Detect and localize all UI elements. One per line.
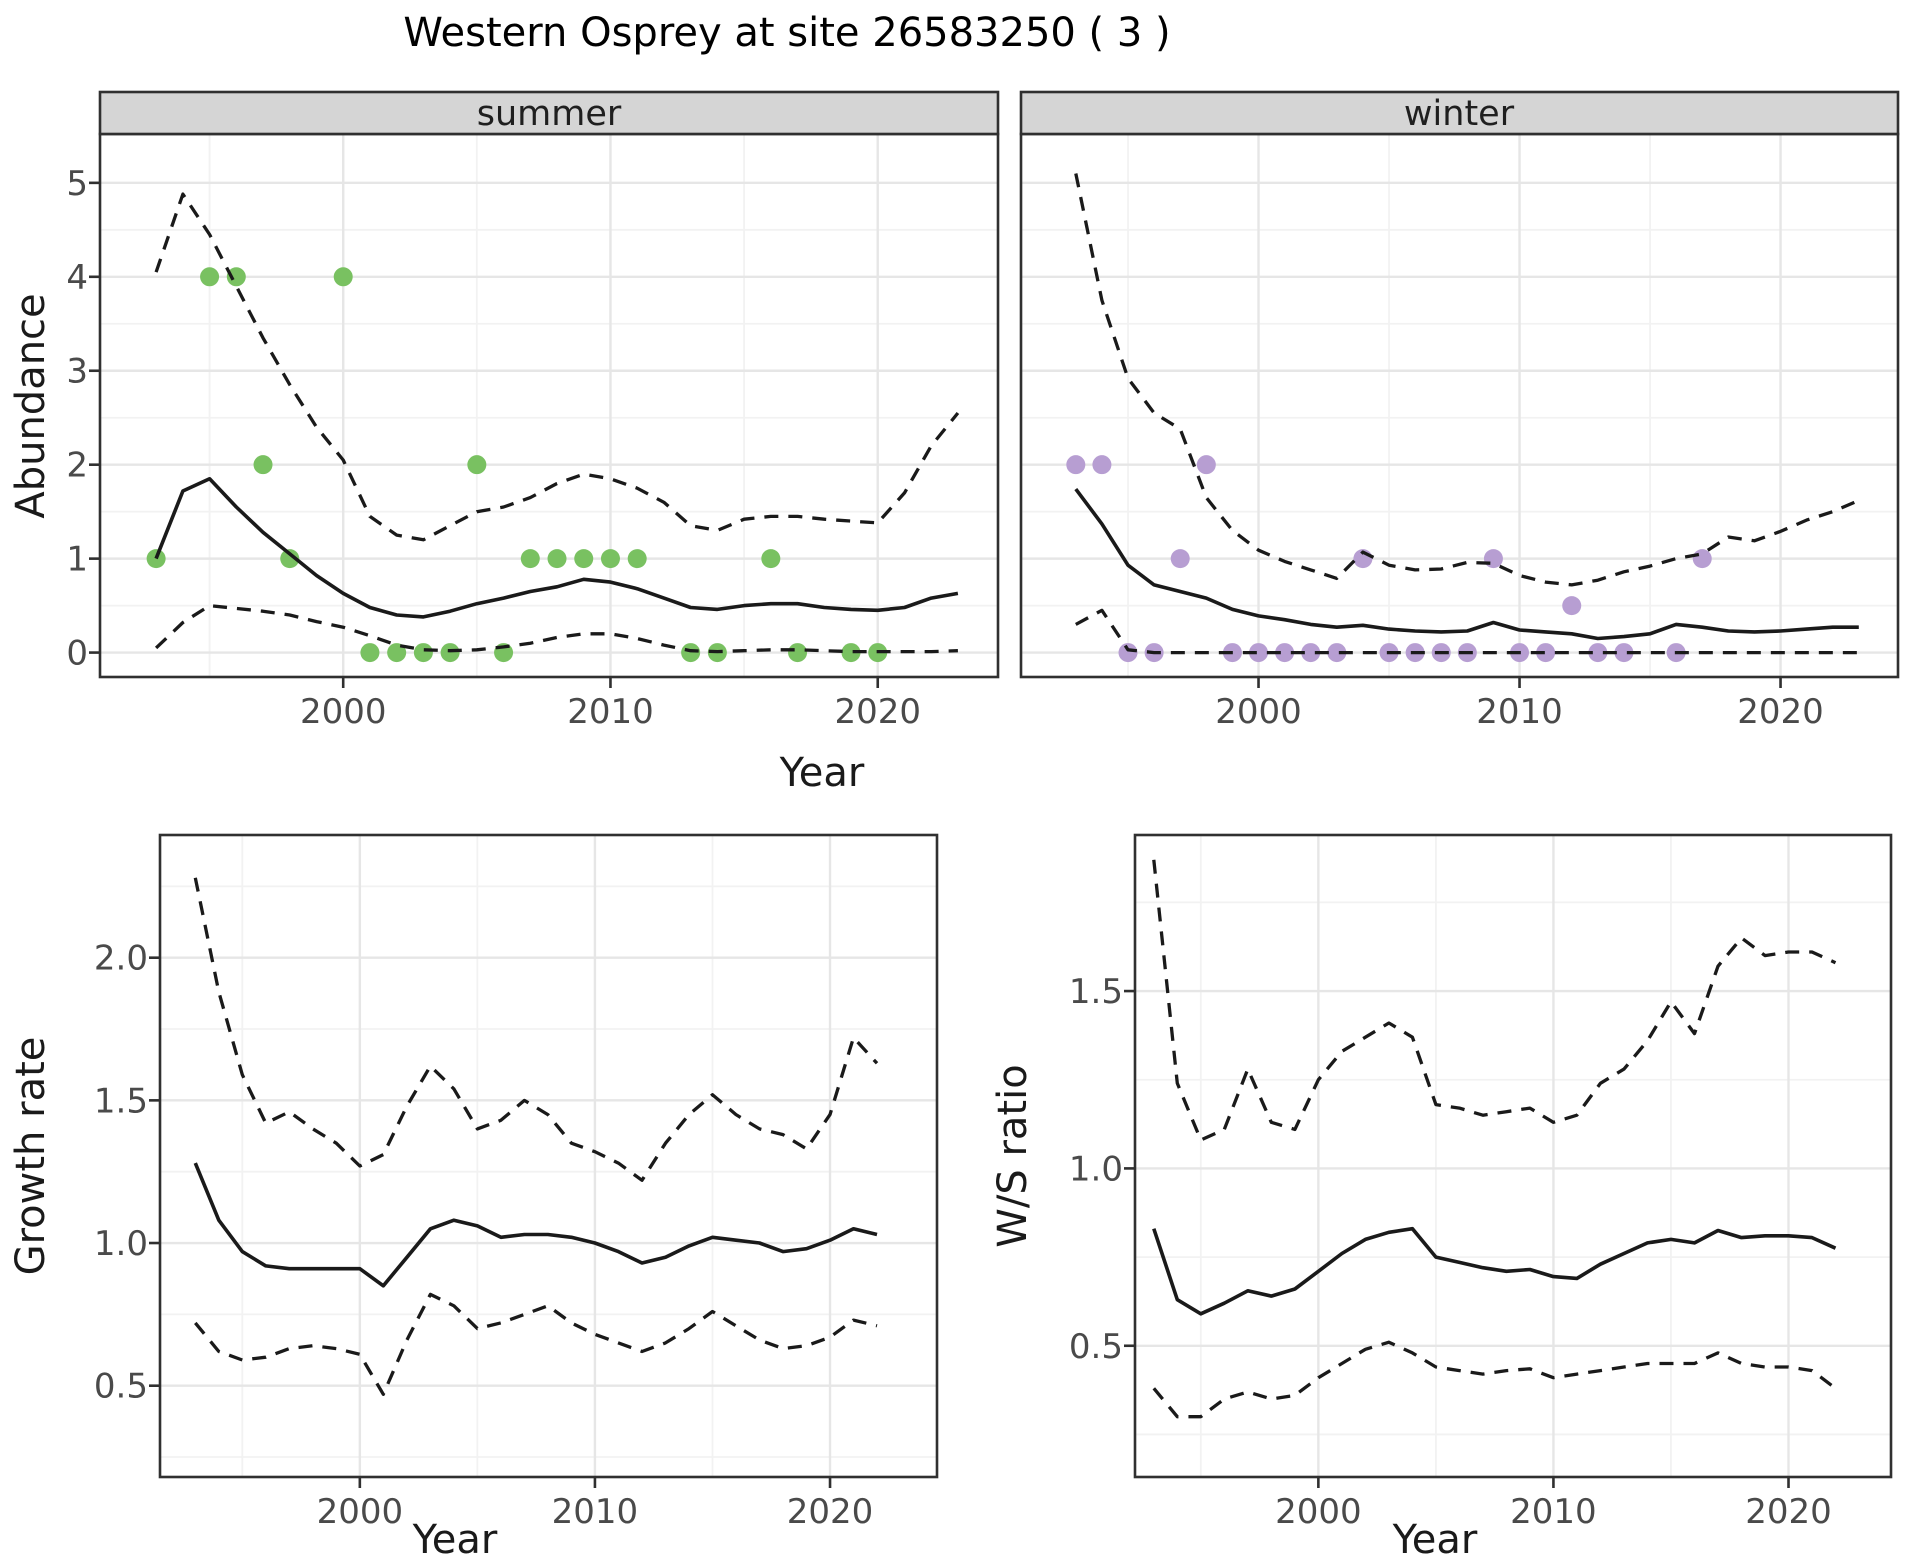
data-point [280,549,300,569]
data-point [1170,549,1190,569]
data-point [1536,643,1556,663]
ws_ratio-lower_95ci-line [1152,1340,1837,1419]
summer-panel: 2000 2010 2020 0 1 2 3 4 5 [66,90,1000,732]
y-axis-title-growth-rate: Growth rate [8,1037,54,1276]
y-tick-label: 1.0 [1069,1149,1123,1189]
data-point [841,643,861,663]
abundance_winter-upper_95ci-line [1074,173,1860,587]
x-tick-label: 2000 [1215,692,1302,732]
data-point [1275,643,1295,663]
abundance_summer-lower_95ci-line [154,603,958,654]
x-tick-label: 2020 [787,1492,874,1532]
x-tick-label: 2000 [317,1492,404,1532]
y-tick-label: 5 [66,164,88,204]
x-tick-label: 2010 [1510,1492,1597,1532]
y-tick-label: 1.5 [94,1081,148,1121]
x-tick-label: 2020 [1745,1492,1832,1532]
y-tick-label: 0.5 [94,1367,148,1407]
data-point [1614,643,1634,663]
y-tick-label: 1 [66,540,88,580]
x-axis-title-year-bottom-right: Year [1392,1517,1478,1560]
data-point [681,643,701,663]
x-tick-label: 2010 [1476,692,1563,732]
data-point [520,549,540,569]
data-point [253,455,273,475]
abundance_winter-lower_95ci-line [1075,608,1859,655]
growth_rate-median-line [193,1162,878,1288]
y-tick-label: 1.0 [94,1224,148,1264]
growth_rate-lower_95ci-line [194,1292,878,1396]
data-point [467,455,487,475]
data-point [440,643,460,663]
x-tick-label: 2000 [300,692,387,732]
x-tick-label: 2010 [552,1492,639,1532]
data-point [788,643,808,663]
data-point [333,267,353,287]
data-point [146,549,166,569]
data-point [226,267,246,287]
x-tick-label: 2020 [834,692,921,732]
data-point [413,643,433,663]
panel-border [1133,833,1893,1479]
x-axis-title-year-bottom-left: Year [412,1517,498,1560]
abundance_summer-upper_95ci-line [154,192,960,542]
page-title: Western Osprey at site 26583250 ( 3 ) [403,10,1170,56]
data-point [574,549,594,569]
data-point [1196,455,1216,475]
data-point [1092,455,1112,475]
data-point [1066,455,1086,475]
ws_ratio-median-line [1152,1226,1837,1316]
ws-ratio-panel: 2000 2010 2020 0.5 1.0 1.5 [1069,833,1893,1532]
data-point [1249,643,1269,663]
data-point [627,549,647,569]
data-point [387,643,407,663]
y-tick-label: 2 [66,446,88,486]
x-tick-label: 2010 [567,692,654,732]
y-tick-label: 1.5 [1069,972,1123,1012]
data-point [1483,549,1503,569]
data-point [200,267,220,287]
y-tick-label: 3 [66,352,88,392]
facet-strip [1019,90,1900,136]
y-tick-label: 2.0 [94,939,148,979]
data-point [547,549,567,569]
data-point [1301,643,1321,663]
data-point [1588,643,1608,663]
data-point [1118,643,1138,663]
abundance_summer-points [146,267,888,663]
y-axis-title-abundance: Abundance [8,293,54,518]
abundance_summer-median-line [154,476,959,619]
panel-background [100,134,998,677]
panel-border [158,833,939,1479]
data-point [761,549,781,569]
y-tick-label: 4 [66,258,88,298]
x-tick-label: 2020 [1737,692,1824,732]
data-point [1562,596,1582,616]
facet-strip [98,90,1000,136]
x-axis-title-year-top: Year [779,750,865,796]
y-axis-title-ws-ratio: W/S ratio [990,1064,1036,1247]
data-point [1327,643,1347,663]
data-point [1692,549,1712,569]
data-point [600,549,620,569]
panel-background [1135,835,1891,1477]
data-point [360,643,380,663]
panel-background [160,835,937,1477]
panel-background [1021,134,1898,677]
y-tick-label: 0 [66,634,88,674]
winter-panel: 2000 2010 2020 [1019,90,1900,732]
x-tick-label: 2000 [1275,1492,1362,1532]
facet-strip-summer-label: summer [477,94,622,134]
growth-rate-panel: 2000 2010 2020 0.5 1.0 1.5 2.0 [94,833,939,1532]
abundance_winter-median-line [1074,488,1859,641]
facet-strip-winter-label: winter [1404,94,1515,134]
y-tick-label: 0.5 [1069,1327,1123,1367]
